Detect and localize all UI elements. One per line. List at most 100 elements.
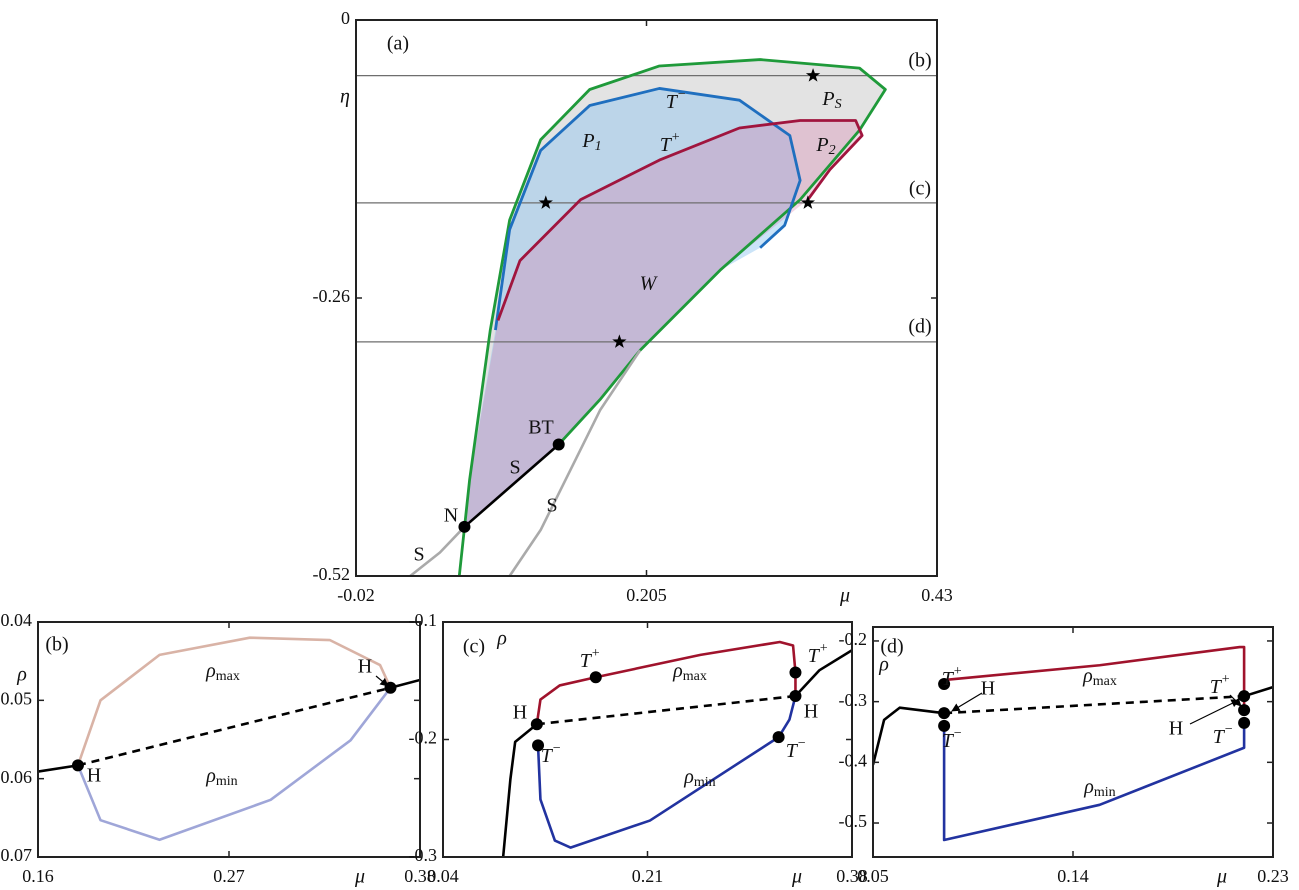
y-tick-label: -0.2 [409, 728, 438, 748]
x-tick-label: 0.14 [1057, 866, 1089, 886]
star-marker [805, 68, 821, 82]
annotation: ρ [496, 628, 507, 650]
annotation: ρmin [683, 766, 715, 791]
y-tick-label: -0.04 [0, 610, 32, 630]
annotation-base: ρ [1082, 665, 1093, 687]
annotation: T+ [1210, 672, 1231, 697]
point-marker [1238, 716, 1251, 729]
annotation: ρmin [1083, 776, 1115, 801]
annotation-base: ρ [683, 766, 694, 788]
panel: -0.52 -0.26 0 -0.02 0.205 0.43 (a) (b) (c) (d) η μ T… [313, 8, 953, 606]
star-marker [538, 195, 553, 209]
annotation-base: ρ [672, 660, 683, 682]
curve [508, 349, 642, 576]
annotation-sub: min [694, 775, 716, 790]
y-tick-label: 0 [341, 8, 350, 28]
annotation: (c) [909, 178, 931, 200]
annotation: T+ [942, 664, 963, 689]
annotation: ρ [878, 654, 889, 676]
star-marker [612, 334, 627, 348]
y-tick-label: -0.1 [409, 610, 438, 630]
panel: -0.07-0.06-0.05-0.040.160.270.38(b)ρμρma… [0, 610, 436, 887]
panel: -0.3-0.2-0.10.04 0.21 0.38(c) ρμT+ρmaxT+HT−… [409, 610, 868, 887]
x-tick-label: 0.04 [427, 866, 459, 886]
region-fill [464, 120, 863, 527]
annotation: H [358, 656, 372, 678]
annotation: η [340, 86, 350, 108]
y-tick-label: -0.3 [409, 845, 438, 865]
annotation-sup: − [552, 741, 561, 756]
annotation: ρ [16, 664, 27, 686]
star-marker [800, 195, 816, 209]
curve [496, 119, 864, 321]
annotation: μ [791, 866, 802, 888]
annotation-base: ρ [205, 765, 216, 787]
point-marker [552, 438, 565, 451]
annotation-sup: + [671, 130, 680, 145]
annotation: T− [942, 726, 963, 751]
curve [536, 695, 797, 849]
annotation: (d) [908, 316, 931, 338]
annotation: H [513, 702, 527, 724]
x-tick-label: 0.05 [857, 866, 889, 886]
point-marker [384, 681, 397, 694]
annotation: H [87, 765, 101, 787]
annotation: H [981, 678, 995, 700]
annotation: μ [354, 866, 365, 888]
annotation: μ [839, 585, 850, 607]
point-marker [532, 739, 545, 752]
y-tick-label: -0.26 [313, 286, 351, 306]
annotation-sup: + [1221, 672, 1230, 687]
curve [76, 636, 392, 766]
annotation-base: T [786, 740, 799, 762]
annotation: H [1169, 718, 1183, 740]
curve [794, 649, 852, 697]
point-marker [71, 759, 84, 772]
annotation: P2 [815, 134, 835, 159]
annotation-sup: − [953, 726, 962, 741]
annotation-base: T [660, 134, 673, 156]
curve [501, 723, 538, 857]
region-fill [464, 88, 801, 527]
curve [38, 764, 79, 773]
y-tick-label: -0.07 [0, 845, 32, 865]
annotation-base: T [1213, 726, 1226, 748]
annotation: N [444, 505, 458, 527]
curve [457, 58, 887, 576]
curve [873, 706, 945, 766]
annotation-sup: + [591, 646, 600, 661]
arrow [1189, 699, 1240, 725]
curve [942, 722, 1246, 842]
y-tick-label: -0.06 [0, 767, 32, 787]
annotation-base: T [808, 645, 821, 667]
annotation-sub: min [216, 774, 238, 789]
annotation-base: P [821, 88, 834, 110]
y-tick-label: -0.05 [0, 688, 32, 708]
x-tick-label: 0.27 [213, 866, 245, 886]
annotation-sup: + [953, 664, 962, 679]
annotation-base: P [815, 134, 828, 156]
x-tick-label: 0.21 [632, 866, 664, 886]
annotation: P1 [581, 130, 601, 155]
point-marker [789, 690, 802, 703]
annotation-base: T [942, 668, 955, 690]
annotation: ρmax [1082, 665, 1117, 690]
annotation: S [546, 495, 557, 517]
annotation-sup: − [677, 87, 686, 102]
point-marker [938, 678, 951, 691]
annotation-sub: max [683, 669, 707, 684]
annotation-base: T [541, 745, 554, 767]
annotation-sup: − [797, 736, 806, 751]
x-tick-label: 0.43 [921, 585, 953, 605]
annotation-base: ρ [205, 660, 216, 682]
annotation: T+ [660, 130, 681, 155]
y-tick-label: -0.2 [839, 629, 868, 649]
point-marker [589, 671, 602, 684]
y-tick-label: -0.52 [313, 564, 351, 584]
curve [535, 640, 797, 725]
annotation: ρmax [672, 660, 707, 685]
curve [409, 525, 466, 576]
annotation: ρmin [205, 765, 237, 790]
annotation-base: T [580, 650, 593, 672]
